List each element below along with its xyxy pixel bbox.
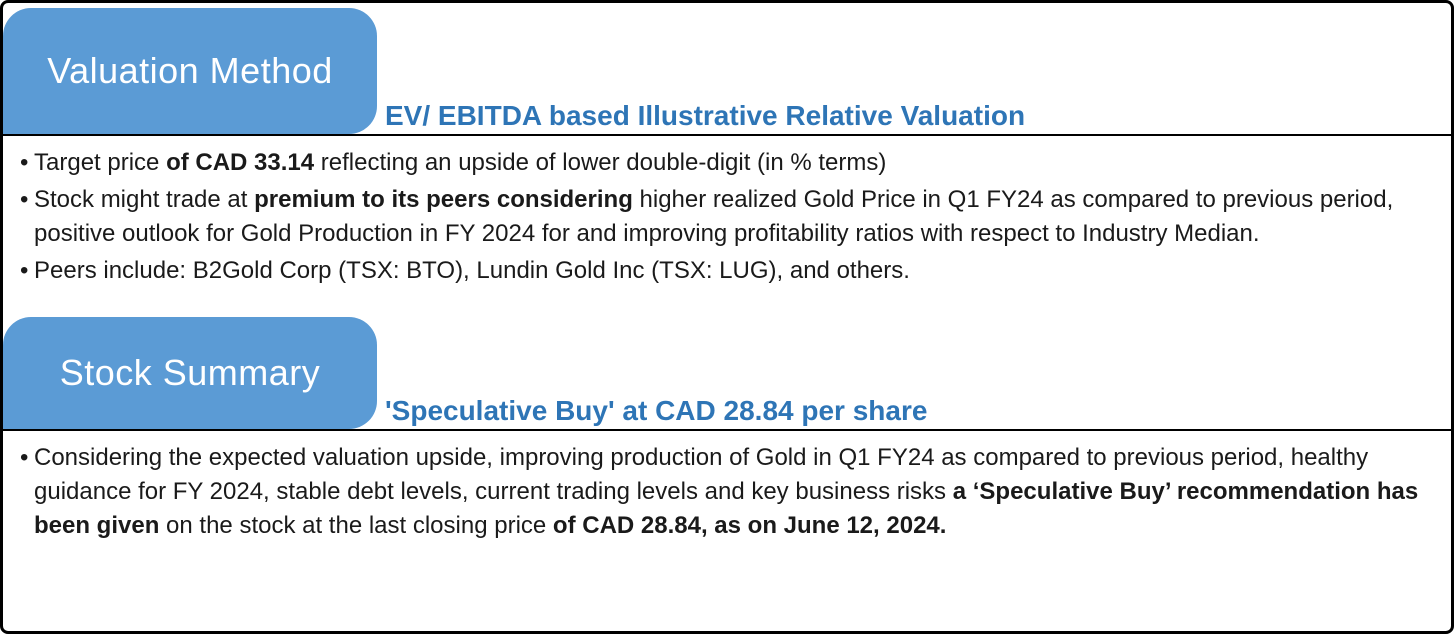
bullet-text-segment: reflecting an upside of lower double-dig… xyxy=(314,149,887,176)
valuation-method-bullets: Target price of CAD 33.14 reflecting an … xyxy=(3,136,1451,305)
bullet-item: Peers include: B2Gold Corp (TSX: BTO), L… xyxy=(20,254,1425,288)
bullet-text-segment: Target price xyxy=(34,149,167,176)
valuation-method-header: Valuation Method EV/ EBITDA based Illust… xyxy=(3,3,1451,136)
bullet-text-segment: of CAD 33.14 xyxy=(166,149,315,176)
stock-summary-tab: Stock Summary xyxy=(3,317,377,429)
bullet-text-segment: premium to its peers considering xyxy=(254,186,633,213)
bullet-text-segment: Peers include: B2Gold Corp (TSX: BTO), L… xyxy=(34,257,910,284)
bullet-text-segment: of CAD 28.84, as on June 12, 2024. xyxy=(552,512,947,539)
valuation-method-tab: Valuation Method xyxy=(3,8,377,134)
bullet-item: Target price of CAD 33.14 reflecting an … xyxy=(20,146,1425,180)
bullet-text-segment: a ‘Speculative Buy’ recommendation has b… xyxy=(34,478,1419,539)
stock-summary-subtitle: 'Speculative Buy' at CAD 28.84 per share xyxy=(385,395,928,426)
bullet-text-segment: on the stock at the last closing price xyxy=(159,512,553,539)
stock-summary-header: Stock Summary 'Speculative Buy' at CAD 2… xyxy=(3,305,1451,431)
valuation-method-section: Valuation Method EV/ EBITDA based Illust… xyxy=(3,3,1451,305)
valuation-method-subtitle: EV/ EBITDA based Illustrative Relative V… xyxy=(385,100,1026,131)
stock-summary-bullets: Considering the expected valuation upsid… xyxy=(3,431,1451,560)
bullet-item: Stock might trade at premium to its peer… xyxy=(20,183,1425,251)
stock-summary-tab-label: Stock Summary xyxy=(59,352,321,393)
valuation-method-tab-label: Valuation Method xyxy=(47,50,333,91)
bullet-text-segment: Stock might trade at xyxy=(34,186,255,213)
stock-summary-section: Stock Summary 'Speculative Buy' at CAD 2… xyxy=(3,305,1451,560)
bullet-text-segment: higher realized Gold Price in Q1 FY24 as… xyxy=(34,186,1394,247)
bullet-text-segment: Considering the expected valuation upsid… xyxy=(34,444,1369,505)
bullet-item: Considering the expected valuation upsid… xyxy=(20,441,1425,543)
